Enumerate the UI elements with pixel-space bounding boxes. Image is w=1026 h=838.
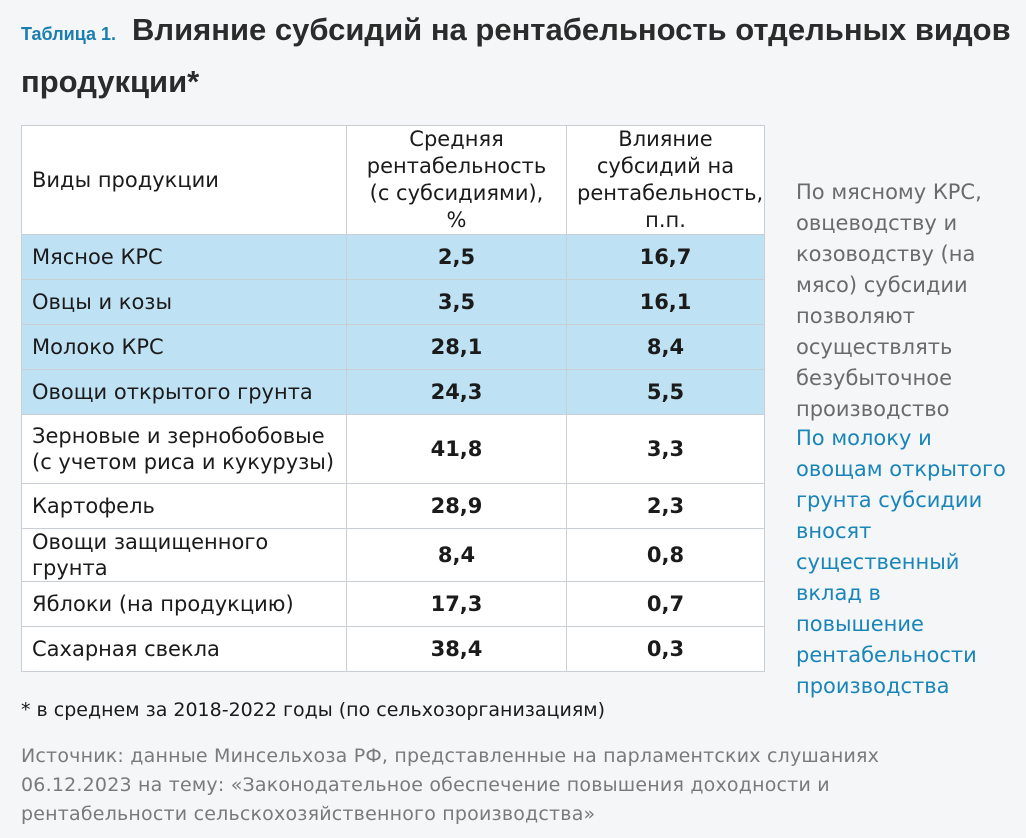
source-note: Источник: данные Минсельхоза РФ, предста… bbox=[21, 745, 880, 825]
cell-product-name: Яблоки (на продукцию) bbox=[21, 581, 347, 627]
table-row: Сахарная свекла 38,4 0,3 bbox=[21, 626, 765, 672]
side-note-blue: По молоку и овощам открытого грунта субс… bbox=[796, 426, 1006, 698]
cell-product-name: Мясное КРС bbox=[21, 234, 347, 280]
subsidy-table: Виды продукции Средняя рентабельность (с… bbox=[21, 125, 765, 672]
cell-subsidy-effect: 8,4 bbox=[566, 324, 765, 370]
cell-product-name: Молоко КРС bbox=[21, 324, 347, 370]
table-row: Молоко КРС 28,1 8,4 bbox=[21, 324, 765, 370]
cell-subsidy-effect: 2,3 bbox=[566, 483, 765, 529]
table-body: Мясное КРС 2,5 16,7 Овцы и козы 3,5 16,1 Молок… bbox=[21, 234, 765, 672]
column-header-profitability: Средняя рентабельность (с субсидиями), % bbox=[346, 125, 567, 235]
table-row: Яблоки (на продукцию) 17,3 0,7 bbox=[21, 581, 765, 627]
table-row: Зерновые и зернобобовые (с учетом риса и… bbox=[21, 414, 765, 484]
table-header-row: Виды продукции Средняя рентабельность (с… bbox=[21, 125, 765, 235]
cell-subsidy-effect: 16,1 bbox=[566, 279, 765, 325]
cell-product-name: Овощи открытого грунта bbox=[21, 369, 347, 415]
page-title: Влияние субсидий на рентабельность отдел… bbox=[21, 12, 1011, 99]
table-row: Мясное КРС 2,5 16,7 bbox=[21, 234, 765, 280]
table-row: Овцы и козы 3,5 16,1 bbox=[21, 279, 765, 325]
table-row: Картофель 28,9 2,3 bbox=[21, 483, 765, 529]
table-row: Овощи защищенного грунта 8,4 0,8 bbox=[21, 528, 765, 582]
cell-subsidy-effect: 0,7 bbox=[566, 581, 765, 627]
cell-profitability: 28,1 bbox=[346, 324, 567, 370]
side-note-grey: По мясному КРС, овцеводству и козоводств… bbox=[796, 180, 982, 421]
cell-product-name: Сахарная свекла bbox=[21, 626, 347, 672]
cell-product-name: Овощи защищенного грунта bbox=[21, 528, 347, 582]
cell-profitability: 8,4 bbox=[346, 528, 567, 582]
cell-product-name: Картофель bbox=[21, 483, 347, 529]
cell-subsidy-effect: 3,3 bbox=[566, 414, 765, 484]
cell-profitability: 17,3 bbox=[346, 581, 567, 627]
table-label: Таблица 1. bbox=[21, 24, 117, 44]
cell-profitability: 2,5 bbox=[346, 234, 567, 280]
cell-profitability: 41,8 bbox=[346, 414, 567, 484]
footnote: * в среднем за 2018-2022 годы (по сельхо… bbox=[21, 699, 605, 721]
cell-subsidy-effect: 16,7 bbox=[566, 234, 765, 280]
cell-subsidy-effect: 5,5 bbox=[566, 369, 765, 415]
cell-subsidy-effect: 0,8 bbox=[566, 528, 765, 582]
title-block: Таблица 1. Влияние субсидий на рентабельн… bbox=[21, 6, 1011, 110]
column-header-product: Виды продукции bbox=[21, 125, 347, 235]
cell-profitability: 24,3 bbox=[346, 369, 567, 415]
cell-profitability: 28,9 bbox=[346, 483, 567, 529]
cell-product-name: Овцы и козы bbox=[21, 279, 347, 325]
cell-product-name: Зерновые и зернобобовые (с учетом риса и… bbox=[21, 414, 347, 484]
cell-profitability: 38,4 bbox=[346, 626, 567, 672]
cell-profitability: 3,5 bbox=[346, 279, 567, 325]
cell-subsidy-effect: 0,3 bbox=[566, 626, 765, 672]
column-header-subsidy-effect: Влияние субсидий на рентабельность, п.п. bbox=[566, 125, 765, 235]
table-row: Овощи открытого грунта 24,3 5,5 bbox=[21, 369, 765, 415]
